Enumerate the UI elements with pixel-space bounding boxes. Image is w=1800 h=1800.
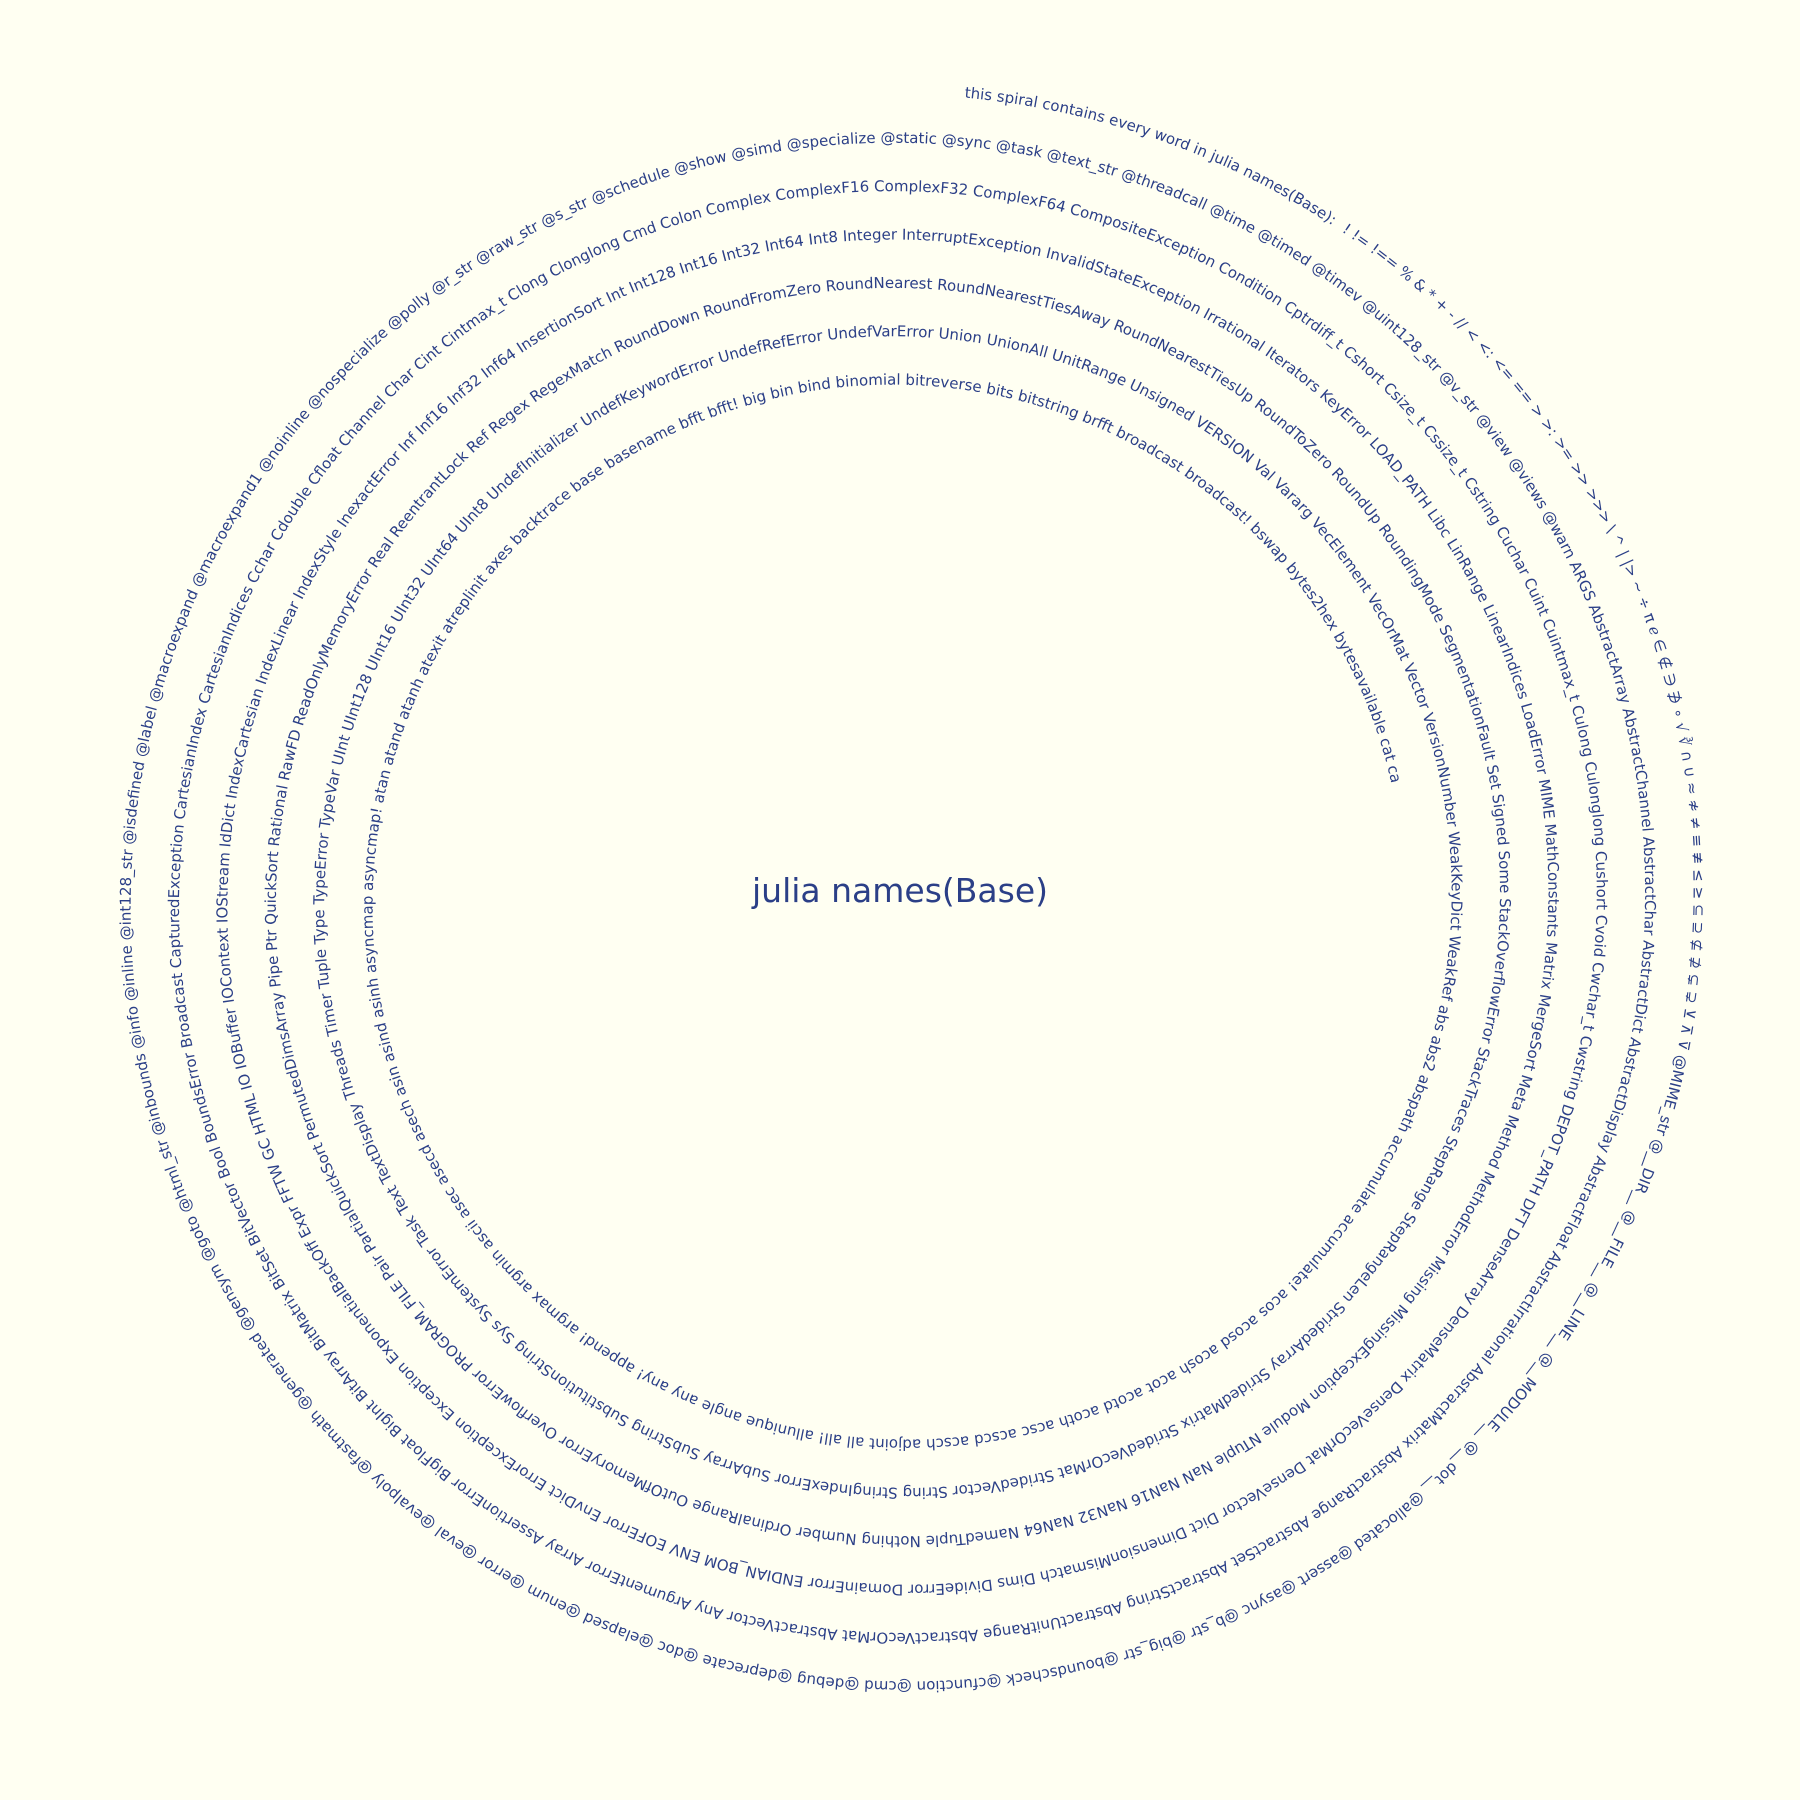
center-title: julia names(Base)	[751, 871, 1048, 910]
